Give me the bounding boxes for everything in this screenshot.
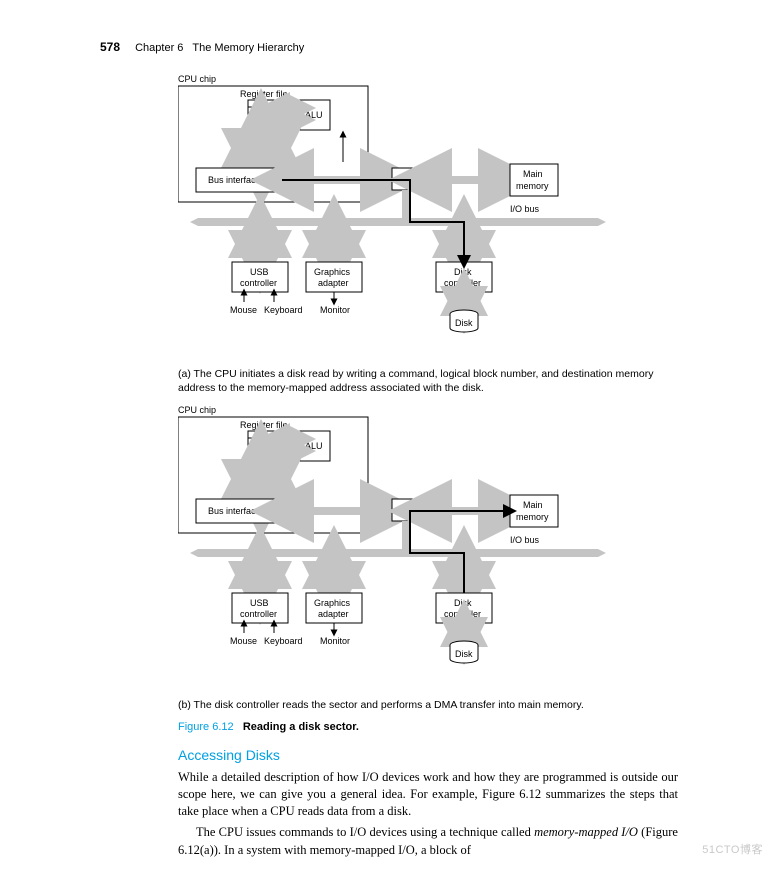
disk-label-a: Disk [455, 318, 473, 328]
alu-label: ALU [305, 110, 323, 120]
disk-ctrl-l2: controller [444, 278, 481, 288]
section-heading: Accessing Disks [178, 747, 709, 763]
caption-b: (b) The disk controller reads the sector… [178, 698, 668, 712]
main-memory-l2: memory [516, 181, 549, 191]
chapter-title: The Memory Hierarchy [192, 42, 304, 54]
monitor-label: Monitor [320, 305, 350, 315]
mouse-label-b: Mouse [230, 636, 257, 646]
disk-label-b: Disk [455, 649, 473, 659]
register-file-label-b: Register file [240, 420, 288, 430]
caption-a: (a) The CPU initiates a disk read by wri… [178, 367, 668, 395]
p2-italic: memory-mapped I/O [534, 825, 638, 839]
page-number: 578 [100, 40, 120, 54]
register-file-label: Register file [240, 89, 288, 99]
disk-ctrl-l2-b: controller [444, 609, 481, 619]
monitor-label-b: Monitor [320, 636, 350, 646]
body-paragraph-1: While a detailed description of how I/O … [178, 769, 678, 821]
figure-line: Figure 6.12 Reading a disk sector. [178, 721, 709, 733]
usb-l1-b: USB [250, 598, 269, 608]
p2-a: The CPU issues commands to I/O devices u… [196, 825, 534, 839]
chapter-label: Chapter 6 [135, 42, 183, 54]
usb-l1: USB [250, 267, 269, 277]
graphics-l2: adapter [318, 278, 349, 288]
graphics-l1-b: Graphics [314, 598, 351, 608]
graphics-l2-b: adapter [318, 609, 349, 619]
watermark: 51CTO博客 [702, 841, 763, 857]
cpu-chip-label: CPU chip [178, 74, 216, 84]
main-memory-l2-b: memory [516, 512, 549, 522]
body-paragraph-2: The CPU issues commands to I/O devices u… [178, 824, 678, 859]
cpu-chip-label-b: CPU chip [178, 405, 216, 415]
io-bus-label: I/O bus [510, 204, 540, 214]
usb-l2: controller [240, 278, 277, 288]
figure-number: Figure 6.12 [178, 721, 234, 733]
usb-l2-b: controller [240, 609, 277, 619]
mouse-label: Mouse [230, 305, 257, 315]
keyboard-label-b: Keyboard [264, 636, 303, 646]
main-memory-l1-b: Main [523, 500, 543, 510]
keyboard-label: Keyboard [264, 305, 303, 315]
page-header: 578 Chapter 6 The Memory Hierarchy [100, 40, 709, 54]
disk-ctrl-l1: Disk [454, 267, 472, 277]
disk-ctrl-l1-b: Disk [454, 598, 472, 608]
io-bus-label-b: I/O bus [510, 535, 540, 545]
main-memory-l1: Main [523, 169, 543, 179]
bus-interface-label-b: Bus interface [208, 506, 261, 516]
alu-label-b: ALU [305, 441, 323, 451]
diagram-b: CPU chip Register file ALU Bus interface… [178, 403, 709, 688]
figure-title: Reading a disk sector. [243, 721, 359, 733]
diagram-a: CPU chip Register file ALU Bus interface… [178, 72, 709, 357]
bus-interface-label: Bus interface [208, 175, 261, 185]
graphics-l1: Graphics [314, 267, 351, 277]
